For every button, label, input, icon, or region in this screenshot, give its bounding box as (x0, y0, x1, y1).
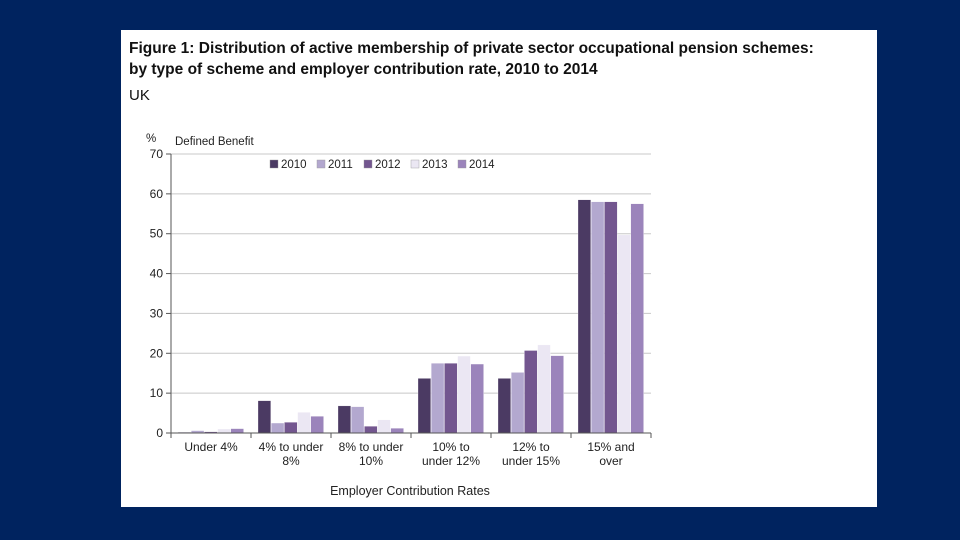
legend-swatch-2012 (363, 159, 373, 169)
legend-label-2014: 2014 (469, 159, 495, 171)
legend-label-2013: 2013 (422, 159, 448, 171)
bar-2013-1 (297, 412, 311, 434)
bar-2013-0 (217, 428, 231, 434)
bar-2013-3 (457, 355, 471, 434)
x-tick-label: 8% to under 10% (339, 440, 404, 468)
legend-swatch-2010 (269, 159, 279, 169)
bar-2011-2 (351, 406, 365, 434)
bar-2010-3 (417, 378, 431, 434)
chart-subtitle: Defined Benefit (175, 136, 254, 148)
bar-2014-4 (550, 355, 564, 434)
bar-2012-3 (444, 363, 458, 434)
bar-2013-4 (537, 344, 551, 434)
bar-2011-5 (591, 201, 605, 434)
bar-2014-2 (390, 428, 404, 434)
bar-2011-3 (431, 363, 445, 434)
figure-title: Figure 1: Distribution of active members… (129, 38, 869, 80)
bar-2014-1 (310, 416, 324, 434)
bars (177, 199, 644, 434)
y-tick-label: 30 (150, 306, 164, 320)
y-tick-label: 50 (150, 227, 164, 241)
legend: 2010 2011 2012 2013 2014 (269, 159, 495, 171)
bar-2010-1 (257, 400, 271, 434)
x-tick-label: Under 4% (184, 440, 238, 454)
figure-region: UK (129, 87, 150, 104)
x-ticks: Under 4% 4% to under 8% 8% to under 10% 10% t… (170, 433, 652, 468)
figure-panel: Figure 1: Distribution of active members… (121, 30, 877, 507)
legend-label-2012: 2012 (375, 159, 401, 171)
legend-label-2010: 2010 (281, 159, 307, 171)
bar-2013-5 (617, 234, 631, 434)
x-tick-label: 12% to under 15% (502, 440, 560, 468)
legend-swatch-2011 (316, 159, 326, 169)
x-tick-label: 10% to under 12% (422, 440, 480, 468)
y-tick-label: 20 (150, 346, 164, 360)
bar-2014-3 (470, 363, 484, 434)
x-tick-label: 4% to under 8% (259, 440, 324, 468)
bar-2014-0 (230, 428, 244, 434)
y-tick-label: 60 (150, 187, 164, 201)
bar-2014-5 (630, 203, 644, 434)
legend-label-2011: 2011 (328, 159, 353, 171)
y-axis-label: % (146, 133, 156, 145)
bar-2013-2 (377, 419, 391, 434)
figure-title-line-2: by type of scheme and employer contribut… (129, 61, 598, 78)
gridlines (171, 153, 651, 394)
bar-2010-5 (577, 199, 591, 434)
y-tick-label: 10 (150, 386, 164, 400)
y-tick-label: 70 (150, 147, 164, 161)
bar-2010-4 (497, 378, 511, 434)
bar-2011-4 (511, 372, 525, 434)
bar-2012-5 (604, 201, 618, 434)
figure-title-line-1: Figure 1: Distribution of active members… (129, 40, 814, 57)
bar-2010-2 (337, 405, 351, 434)
bar-chart: % Defined Benefit Employer Contribution … (146, 133, 652, 498)
bar-2012-4 (524, 350, 538, 434)
y-tick-label: 0 (156, 426, 163, 440)
legend-swatch-2014 (457, 159, 467, 169)
x-tick-label: 15% and over (587, 440, 634, 468)
legend-swatch-2013 (410, 159, 420, 169)
y-tick-label: 40 (150, 267, 164, 281)
bar-2012-2 (364, 426, 378, 434)
bar-2011-1 (271, 422, 285, 434)
bar-2012-1 (284, 422, 298, 434)
x-axis-label: Employer Contribution Rates (330, 484, 490, 498)
y-ticks: 0 10 20 30 40 50 60 70 (150, 147, 171, 440)
